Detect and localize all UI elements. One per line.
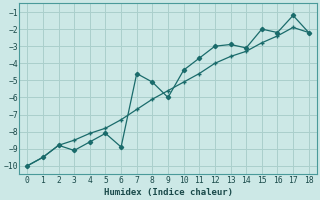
X-axis label: Humidex (Indice chaleur): Humidex (Indice chaleur) <box>103 188 233 197</box>
